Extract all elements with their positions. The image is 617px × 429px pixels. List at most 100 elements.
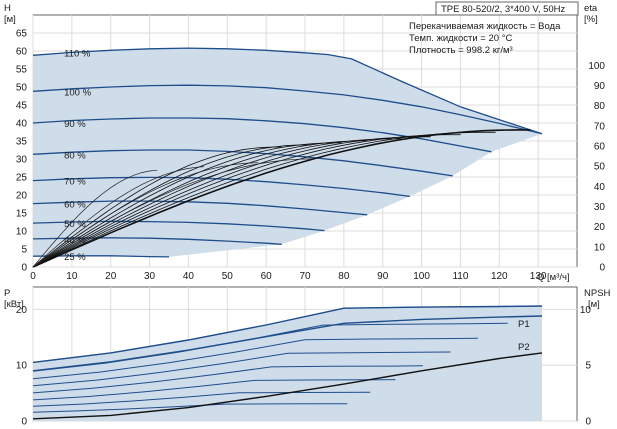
series-label-p2: P2 [518,342,530,353]
speed-label: 110 % [64,48,91,59]
y-axis-label-p: P [4,288,10,299]
x-tick-label: 60 [261,271,273,282]
y2-tick-label: 50 [594,162,606,173]
efficiency-curve [32,136,431,268]
x-tick-label: 130 [530,271,547,282]
x-tick-label: 10 [66,271,78,282]
operating-region-fill [33,48,542,257]
top-curve-labels: 110 % 100 % 90 % 80 % 70 % 60 % 50 % 40 % 25 % [64,48,91,263]
y2-axis-label-npsh-unit: [м] [588,299,600,310]
y-tick-label: 10 [16,227,28,238]
y-tick-label: 60 [16,47,28,58]
x-tick-label: 50 [222,271,234,282]
series-line-p2 [32,315,543,372]
x-tick-label: 70 [299,271,311,282]
chart-title: TPE 80-520/2, 3*400 V, 50Hz [441,4,566,15]
efficiency-curve [32,142,342,268]
bottom-axis-ticks: 0 10 20 0 5 10 [16,305,592,428]
series-line-p1 [32,305,543,364]
head-curve-50 [32,220,325,232]
head-curve-110 [32,47,543,135]
y-tick-label: 30 [16,155,28,166]
y-tick-label: 20 [16,191,28,202]
y2-tick-label: 40 [594,182,606,193]
efficiency-curve-low [32,166,205,268]
power-curve [32,365,423,394]
y2-axis-label-eta: eta [584,3,598,14]
x-tick-label: 110 [452,271,468,282]
x-tick-label: 80 [338,271,350,282]
y2-tick-label: 100 [588,61,605,72]
y-tick-label: 35 [16,137,28,148]
top-operating-region [33,48,542,257]
efficiency-curve-low [32,169,158,268]
x-tick-label: 0 [30,271,36,282]
y-tick-label: 45 [16,101,28,112]
head-curve-90 [32,117,492,153]
bottom-curves [32,305,543,420]
power-curve [32,351,451,387]
speed-label: 50 % [64,219,86,230]
y-tick-label: 50 [16,83,28,94]
y2-tick-label: 30 [594,202,606,213]
y-tick-label: 0 [21,417,27,428]
power-curve [32,379,396,401]
x-tick-label: 120 [491,271,508,282]
y2-axis-label-eta-unit: [%] [584,14,598,25]
npsh-curve [32,352,543,420]
y2-tick-label: 10 [580,305,592,316]
y2-tick-label: 10 [594,242,606,253]
y-tick-label: 20 [16,305,28,316]
y-axis-label-h-unit: [м] [4,14,16,25]
top-axis-ticks: 0 10 20 30 40 50 60 70 80 90 100 110 120 130051015202… [16,29,606,283]
y-tick-label: 25 [16,173,28,184]
speed-label: 90 % [64,119,86,130]
head-curve-100 [32,84,543,135]
info-line-fluid: Перекачиваемая жидкость = Вода [409,21,561,32]
y-tick-label: 5 [21,245,27,256]
y2-tick-label: 70 [594,121,606,132]
series-label-p1: P1 [518,319,530,330]
power-region-fill [33,306,542,421]
y-axis-label-p-unit: [кВт] [4,299,24,310]
speed-label: 40 % [64,235,86,246]
x-tick-label: 40 [183,271,195,282]
y2-axis-label-npsh: NPSH [584,288,611,299]
bottom-operating-region [33,306,542,421]
speed-label: 70 % [64,177,86,188]
x-tick-label: 100 [413,271,430,282]
y-tick-label: 15 [16,209,28,220]
x-tick-label: 90 [377,271,389,282]
y-tick-label: 10 [16,361,28,372]
power-curve [32,391,371,407]
efficiency-curves [32,129,531,268]
efficiency-curve-low [32,162,259,268]
head-curve-70 [32,176,410,198]
y-tick-label: 0 [21,263,27,274]
speed-label: 25 % [64,252,86,263]
y-axis-label-h: H [4,3,11,14]
y-tick-label: 65 [16,29,28,40]
speed-label: 100 % [64,87,91,98]
y-tick-label: 55 [16,65,28,76]
head-curve-80 [32,149,453,177]
y-tick-label: 40 [16,119,28,130]
efficiency-curve [32,146,282,268]
title-box [435,1,579,16]
speed-label: 80 % [64,150,86,161]
y2-tick-label: 80 [594,101,606,112]
info-line-temp: Темп. жидкости = 20 °C [409,33,512,44]
efficiency-curve-low [32,158,313,268]
y2-tick-label: 0 [599,263,605,274]
speed-label: 60 % [64,200,86,211]
head-curve-60 [32,200,368,216]
info-line-density: Плотность = 998.2 кг/м³ [409,45,513,56]
x-axis-label-q: Q [м³/ч] [537,272,570,283]
y2-tick-label: 0 [585,417,591,428]
power-curve [32,337,478,380]
y2-tick-label: 60 [594,142,606,153]
x-tick-label: 30 [144,271,156,282]
y2-tick-label: 90 [594,81,606,92]
y2-tick-label: 20 [594,222,606,233]
